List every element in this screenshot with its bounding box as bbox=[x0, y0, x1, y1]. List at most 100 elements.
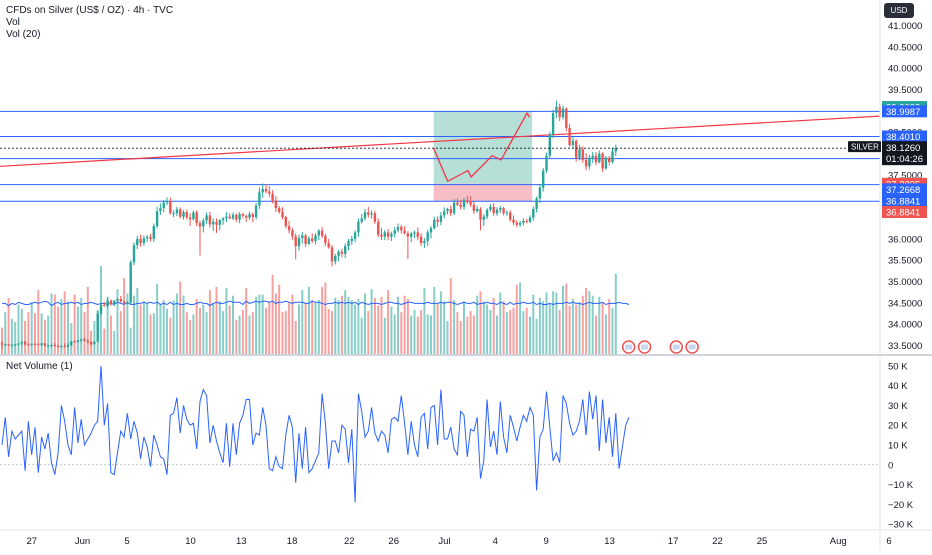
volume-bar bbox=[472, 315, 475, 354]
candle-body bbox=[489, 206, 492, 210]
volume-bar bbox=[189, 319, 192, 354]
volume-bar bbox=[608, 299, 611, 354]
candle-body bbox=[4, 344, 7, 346]
symbol-tag[interactable] bbox=[848, 141, 881, 153]
trendline[interactable] bbox=[0, 115, 880, 167]
candle-body bbox=[357, 221, 360, 233]
volume-bar bbox=[235, 319, 238, 354]
volume-bar bbox=[169, 317, 172, 354]
currency-badge[interactable]: USD bbox=[884, 3, 914, 18]
candle-body bbox=[268, 191, 271, 194]
candle-body bbox=[347, 240, 350, 247]
volume-bar bbox=[106, 296, 109, 354]
volume-bar bbox=[166, 308, 168, 354]
volume-bar bbox=[529, 316, 531, 354]
flag-stripe-icon bbox=[688, 344, 696, 350]
candle-body bbox=[578, 149, 581, 158]
current-price-tag[interactable] bbox=[882, 141, 927, 166]
candle-body bbox=[492, 206, 495, 214]
volume-bar bbox=[585, 288, 588, 354]
price-tick-label: 40.0000 bbox=[888, 64, 922, 75]
candle-body bbox=[608, 157, 611, 163]
candle-body bbox=[479, 208, 482, 220]
volume-bar bbox=[430, 315, 432, 354]
candle-body bbox=[393, 230, 396, 234]
current-price-label: 38.1260 bbox=[886, 143, 920, 154]
candle-body bbox=[86, 340, 89, 343]
candle-body bbox=[353, 232, 357, 239]
candle-body bbox=[344, 246, 347, 254]
volume-bar bbox=[182, 295, 185, 354]
candle-body bbox=[235, 214, 238, 220]
price-tag[interactable] bbox=[882, 194, 927, 207]
volume-bar bbox=[383, 317, 386, 354]
candle-body bbox=[476, 208, 479, 212]
volume-bar bbox=[311, 300, 314, 354]
volume-bar bbox=[588, 291, 591, 354]
candle-body bbox=[155, 211, 159, 227]
volume-bar bbox=[304, 302, 307, 354]
indicator-vol-20[interactable]: Vol (20) bbox=[6, 29, 41, 40]
net-volume-title[interactable]: Net Volume (1) bbox=[6, 361, 73, 372]
candle-body bbox=[63, 345, 66, 347]
net-volume-tick-label: −10 K bbox=[888, 480, 914, 491]
candle-body bbox=[251, 214, 254, 218]
time-tick-label: Aug bbox=[830, 536, 847, 547]
candle-body bbox=[548, 134, 551, 156]
symbol-title[interactable]: CFDs on Silver (US$ / OZ) · 4h · TVC bbox=[6, 5, 174, 16]
volume-bar bbox=[199, 307, 201, 354]
price-tag[interactable] bbox=[882, 205, 927, 218]
candle-body bbox=[403, 230, 406, 234]
candle-body bbox=[509, 212, 512, 220]
pane-divider[interactable] bbox=[0, 354, 932, 356]
candle-body bbox=[551, 113, 555, 135]
volume-bar bbox=[70, 323, 73, 354]
volume-bar bbox=[390, 306, 393, 354]
indicator-vol[interactable]: Vol bbox=[6, 17, 20, 28]
candle-body bbox=[241, 214, 245, 216]
volume-bar bbox=[324, 282, 327, 354]
price-tag[interactable] bbox=[882, 105, 927, 118]
volume-bar bbox=[258, 294, 261, 354]
volume-bar bbox=[459, 321, 462, 354]
candle-body bbox=[532, 208, 535, 218]
volume-bar bbox=[397, 296, 399, 354]
candle-body bbox=[50, 345, 53, 347]
volume-bar bbox=[37, 290, 40, 354]
candle-body bbox=[113, 300, 116, 305]
stop-loss-zone[interactable] bbox=[433, 183, 533, 202]
price-tag[interactable] bbox=[882, 183, 927, 196]
candle-body bbox=[264, 188, 268, 192]
candle-body bbox=[340, 251, 344, 254]
volume-bar bbox=[268, 301, 271, 354]
volume-bar bbox=[439, 291, 442, 354]
price-tag[interactable] bbox=[882, 130, 927, 143]
volume-bar bbox=[261, 294, 264, 354]
candle-body bbox=[561, 108, 565, 118]
take-profit-zone[interactable] bbox=[433, 111, 533, 184]
candle-body bbox=[443, 211, 446, 216]
volume-bar bbox=[420, 310, 423, 354]
volume-bar bbox=[248, 315, 251, 354]
net-volume-line[interactable] bbox=[1, 365, 630, 503]
volume-bar bbox=[218, 301, 221, 354]
candle-body bbox=[116, 298, 119, 301]
volume-bar bbox=[185, 312, 188, 354]
candle-body bbox=[581, 149, 584, 160]
volume-bar bbox=[367, 311, 370, 354]
candle-body bbox=[307, 238, 311, 244]
candle-body bbox=[350, 238, 353, 241]
time-tick-label: Jun bbox=[75, 536, 90, 547]
time-tick-label: 9 bbox=[543, 536, 548, 547]
candle-body bbox=[261, 188, 264, 193]
projection-path[interactable] bbox=[433, 111, 531, 183]
price-tick-label: 33.5000 bbox=[888, 341, 922, 352]
volume-bar bbox=[149, 314, 152, 354]
volume-bar bbox=[212, 303, 215, 354]
candle-body bbox=[337, 251, 340, 256]
volume-bar bbox=[443, 301, 446, 354]
candle-body bbox=[225, 216, 228, 219]
time-tick-label: 6 bbox=[886, 536, 891, 547]
candle-body bbox=[584, 159, 588, 167]
